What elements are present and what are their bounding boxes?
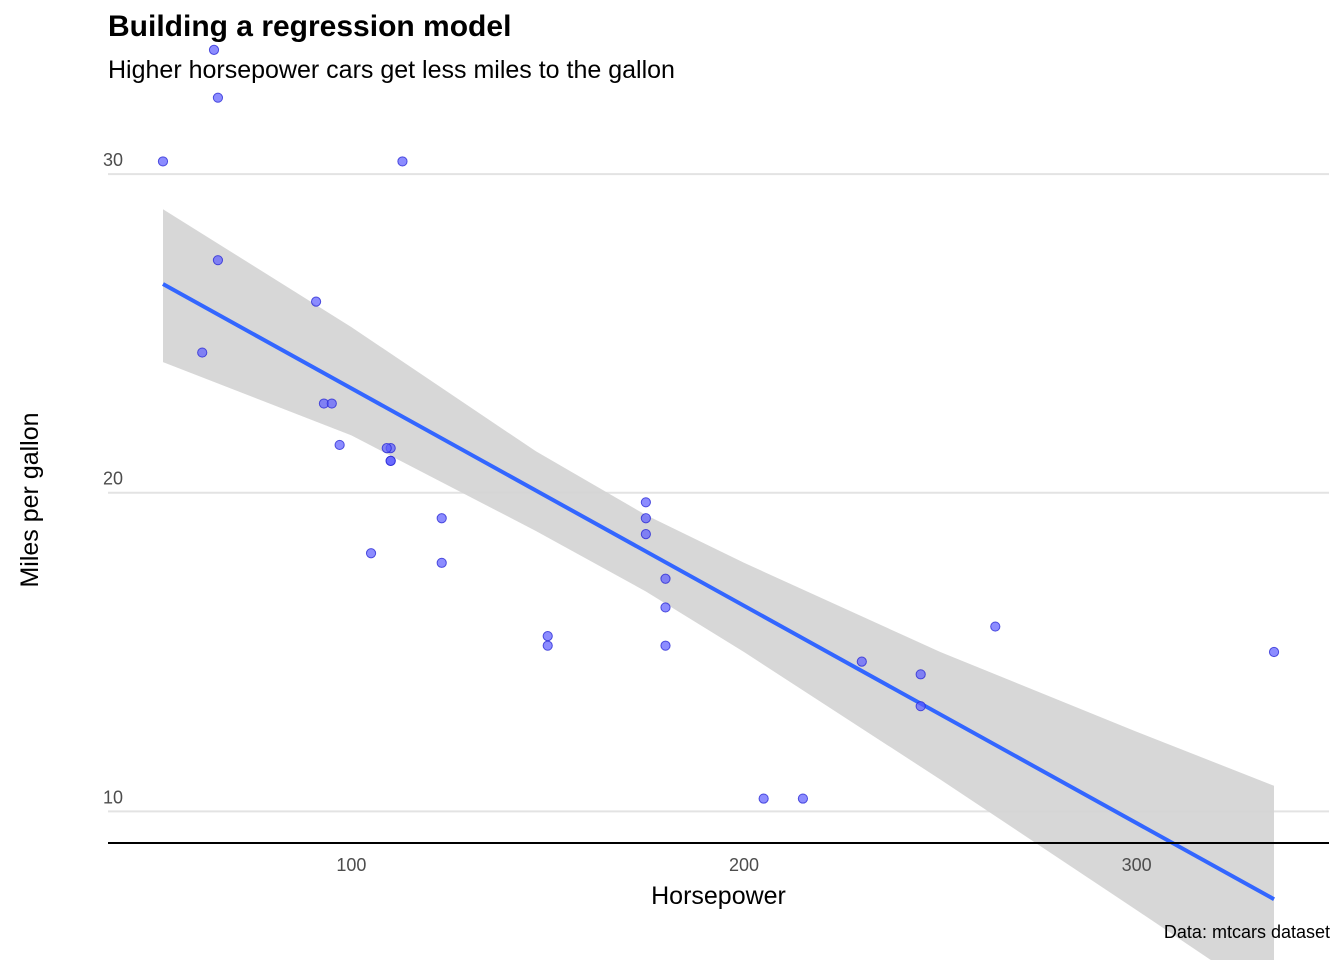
data-points (157, 44, 1280, 804)
data-point (208, 44, 220, 56)
regression-line-layer (161, 282, 1276, 901)
data-point (915, 701, 926, 712)
data-point (1268, 646, 1280, 658)
y-axis-title: Miles per gallon (16, 412, 44, 587)
x-tick-label-300: 300 (1122, 855, 1152, 875)
data-point (212, 92, 224, 103)
data-point (990, 621, 1001, 632)
data-point (157, 156, 169, 167)
confidence-ribbon-layer (163, 209, 1274, 960)
gridlines (108, 173, 1329, 813)
chart-title: Building a regression model (108, 10, 512, 43)
data-point (542, 640, 553, 651)
data-point (436, 557, 447, 568)
x-tick-label-200: 200 (729, 855, 759, 875)
data-point (334, 439, 345, 451)
data-point (640, 513, 651, 524)
data-point (758, 793, 769, 804)
data-point (397, 156, 408, 167)
data-point (856, 656, 867, 667)
data-point (640, 497, 651, 508)
data-point (385, 455, 396, 466)
data-point (310, 296, 322, 307)
data-point (197, 347, 208, 358)
y-tick-label-30: 30 (103, 150, 123, 170)
y-tick-label-10: 10 (103, 787, 123, 807)
data-point (212, 255, 224, 266)
x-tick-label-100: 100 (336, 855, 366, 875)
data-point (542, 631, 553, 642)
data-point (326, 398, 337, 409)
x-axis-ticks: 100 200 300 (336, 855, 1151, 875)
chart-subtitle: Higher horsepower cars get less miles to… (108, 56, 675, 84)
data-point (660, 573, 671, 584)
data-point (640, 529, 651, 540)
data-point (797, 793, 809, 804)
data-point (660, 602, 671, 613)
y-tick-label-20: 20 (103, 469, 123, 489)
y-axis-ticks: 10 20 30 (103, 150, 123, 807)
data-point (365, 548, 377, 559)
data-point (381, 443, 392, 454)
chart-caption: Data: mtcars dataset (1163, 922, 1330, 942)
data-point (915, 669, 926, 680)
confidence-ribbon (163, 209, 1274, 960)
data-point (660, 640, 671, 651)
x-axis-title: Horsepower (651, 882, 786, 910)
data-point (436, 513, 447, 524)
regression-line (161, 282, 1276, 901)
